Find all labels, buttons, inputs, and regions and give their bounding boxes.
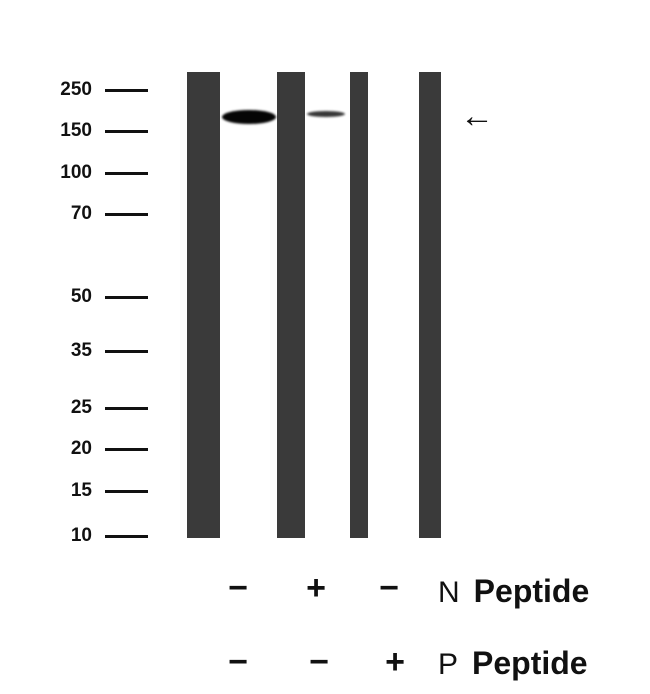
p-peptide-sign: + (385, 643, 405, 681)
row-prefix: N (438, 576, 460, 609)
marker-label: 25 (70, 397, 92, 418)
lane-separator (350, 72, 368, 538)
n-peptide-sign: − (228, 569, 248, 607)
row-label: Peptide (473, 573, 590, 609)
row-label-n-peptide: N Peptide (438, 574, 589, 610)
lane-separator (419, 72, 441, 538)
marker-tick (105, 213, 148, 216)
band-lane-1 (222, 110, 276, 124)
marker-tick (105, 490, 148, 493)
marker-label: 35 (70, 340, 92, 361)
marker-label: 150 (60, 120, 92, 141)
marker-tick (105, 172, 148, 175)
marker-tick (105, 130, 148, 133)
row-label: Peptide (472, 645, 588, 681)
marker-label: 10 (70, 525, 92, 546)
marker-tick (105, 448, 148, 451)
marker-label: 70 (70, 203, 92, 224)
marker-label: 15 (70, 480, 92, 501)
n-peptide-sign: + (306, 569, 326, 607)
marker-label: 100 (60, 162, 92, 183)
lane-separator (277, 72, 305, 538)
marker-tick (105, 407, 148, 410)
p-peptide-sign: − (228, 643, 248, 681)
left-arrow-icon: ← (460, 97, 494, 135)
marker-tick (105, 89, 148, 92)
band-lane-2 (307, 111, 345, 117)
lane-separator (187, 72, 220, 538)
row-prefix: P (438, 648, 459, 681)
marker-tick (105, 296, 148, 299)
row-label-p-peptide: P Peptide (438, 646, 588, 682)
marker-tick (105, 350, 148, 353)
marker-label: 20 (70, 438, 92, 459)
n-peptide-sign: − (379, 569, 399, 607)
p-peptide-sign: − (309, 643, 329, 681)
marker-label: 250 (60, 79, 92, 100)
marker-label: 50 (70, 286, 92, 307)
marker-tick (105, 535, 148, 538)
